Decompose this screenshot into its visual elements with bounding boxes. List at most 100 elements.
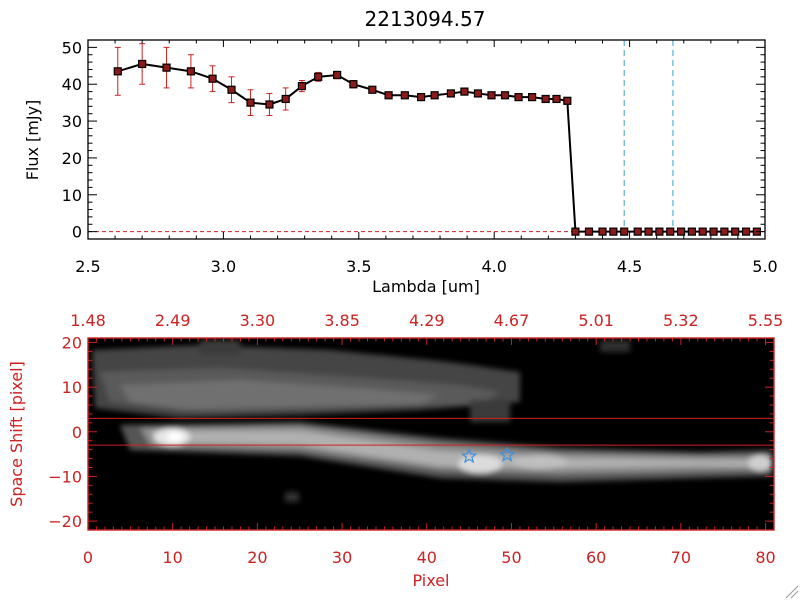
image-axes-frame <box>87 337 775 531</box>
flux-point <box>138 59 147 69</box>
pixel-tick-label: 80 <box>755 548 775 567</box>
pixel-tick-label: 20 <box>247 548 267 567</box>
y-tick-label: 40 <box>62 75 82 94</box>
y-tick-label: 50 <box>62 38 82 57</box>
pixel-x-label: Pixel <box>412 571 449 590</box>
flux-point <box>563 96 572 105</box>
wavelength-top-label: 5.32 <box>663 311 699 330</box>
resize-grip-icon[interactable] <box>785 585 799 599</box>
spectrum-x-ticks: 2.5 3.0 3.5 4.0 4.5 5.0 <box>75 40 778 276</box>
flux-series <box>113 43 761 236</box>
flux-line <box>117 62 757 233</box>
y-tick-label: 20 <box>62 149 82 168</box>
star-marker-icon <box>498 446 516 462</box>
flux-point <box>687 227 696 236</box>
flux-point <box>609 227 618 236</box>
flux-point <box>571 227 580 236</box>
wavelength-top-label: 4.29 <box>409 311 445 330</box>
spectral-image-plot: 0 10 20 30 40 50 60 70 80 1.48 2.49 3.30 3.85 4.29 4.… <box>7 311 783 590</box>
flux-point <box>500 91 510 100</box>
spectral-image <box>88 338 774 530</box>
shift-tick-label: 10 <box>62 378 82 397</box>
flux-point <box>552 94 561 104</box>
wavelength-top-label: 3.85 <box>324 311 360 330</box>
flux-point <box>487 91 496 100</box>
wavelength-top-label: 4.67 <box>494 311 530 330</box>
flux-point <box>368 85 377 94</box>
extraction-aperture-lines <box>88 417 774 446</box>
flux-point <box>384 91 393 100</box>
flux-point <box>265 100 274 109</box>
flux-point <box>598 227 607 236</box>
flux-point <box>633 227 642 236</box>
flux-point <box>162 63 171 72</box>
flux-point <box>186 67 196 76</box>
space-shift-y-ticks: −20 −10 0 10 20 <box>48 333 774 531</box>
flux-point <box>400 91 409 100</box>
flux-point <box>644 227 653 236</box>
flux-point <box>731 227 740 236</box>
shift-tick-label: 20 <box>62 333 82 352</box>
flux-point <box>460 87 469 96</box>
pixel-x-ticks: 0 10 20 30 40 50 60 70 80 <box>83 338 776 567</box>
line-position-markers <box>460 446 516 464</box>
pixel-tick-label: 0 <box>83 548 93 567</box>
shift-tick-label: −10 <box>48 467 82 486</box>
shift-tick-label: 0 <box>72 423 82 442</box>
wavelength-top-ticks: 1.48 2.49 3.30 3.85 4.29 4.67 5.01 5.32 5.55 <box>70 311 783 330</box>
y-tick-label: 10 <box>62 186 82 205</box>
x-tick-label: 3.5 <box>346 257 371 276</box>
flux-point <box>741 227 751 236</box>
flux-point <box>666 227 675 236</box>
spectrum-y-label: Flux [mJy] <box>23 100 42 181</box>
wavelength-top-label: 1.48 <box>70 311 106 330</box>
y-tick-label: 30 <box>62 112 82 131</box>
flux-point <box>514 93 523 102</box>
flux-point <box>676 227 686 236</box>
x-tick-label: 2.5 <box>75 257 100 276</box>
flux-point <box>473 89 483 98</box>
flux-point <box>281 94 290 104</box>
flux-point <box>584 227 594 236</box>
flux-point <box>333 70 342 80</box>
flux-point <box>113 67 122 76</box>
pixel-tick-label: 40 <box>417 548 437 567</box>
flux-point <box>430 91 439 100</box>
flux-point <box>655 227 664 236</box>
wavelength-top-label: 2.49 <box>155 311 191 330</box>
flux-point <box>246 98 255 107</box>
plot-title: 2213094.57 <box>365 7 486 31</box>
pixel-tick-label: 70 <box>671 548 691 567</box>
star-marker-icon <box>460 447 478 464</box>
wavelength-top-label: 5.55 <box>748 311 784 330</box>
flux-point <box>541 94 550 104</box>
x-tick-label: 4.5 <box>617 257 642 276</box>
x-tick-label: 4.0 <box>481 257 506 276</box>
pixel-tick-label: 60 <box>586 548 606 567</box>
wavelength-markers <box>623 40 674 239</box>
flux-point <box>349 80 358 89</box>
flux-point <box>446 89 455 98</box>
wavelength-top-label: 3.30 <box>240 311 276 330</box>
flux-point <box>709 227 718 236</box>
flux-point <box>208 74 217 83</box>
spectrum-x-label: Lambda [um] <box>372 277 480 296</box>
flux-point <box>227 85 236 94</box>
pixel-tick-label: 30 <box>332 548 352 567</box>
y-tick-label: 0 <box>72 223 82 242</box>
spectrum-axes-frame <box>87 39 766 240</box>
flux-point <box>620 227 629 236</box>
flux-point <box>720 227 729 236</box>
flux-point <box>297 81 307 91</box>
x-tick-label: 5.0 <box>752 257 777 276</box>
spectrum-y-ticks: 0 10 20 30 40 50 <box>62 38 765 242</box>
shift-tick-label: −20 <box>48 512 82 531</box>
pixel-tick-label: 10 <box>163 548 183 567</box>
flux-point <box>314 72 323 81</box>
flux-point <box>528 93 537 102</box>
flux-point <box>416 93 426 102</box>
flux-point <box>698 227 707 236</box>
spectrum-plot: 2213094.57 2.5 3.0 3.5 4.0 4.5 5.0 0 10 20 30 40 5… <box>23 7 778 296</box>
wavelength-top-label: 5.01 <box>578 311 614 330</box>
